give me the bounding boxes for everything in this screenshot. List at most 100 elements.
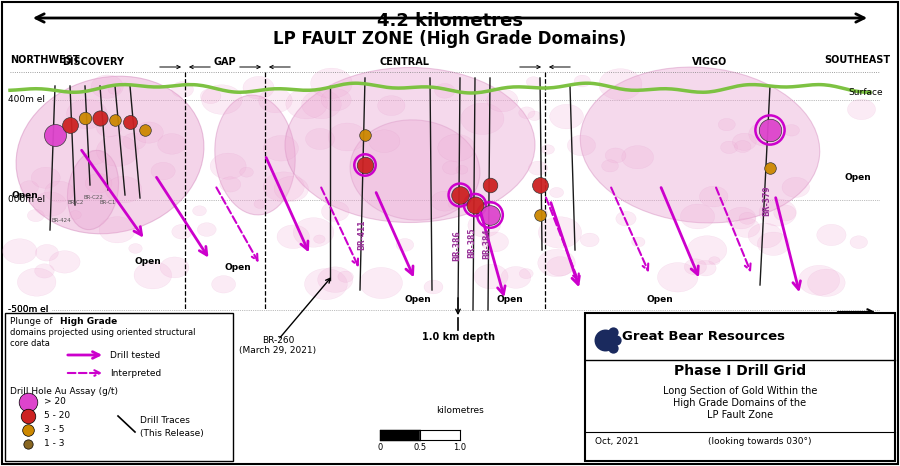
Ellipse shape <box>699 186 728 207</box>
Ellipse shape <box>759 199 796 226</box>
Ellipse shape <box>91 75 123 98</box>
Text: Long Section of Gold Within the: Long Section of Gold Within the <box>662 386 817 396</box>
Ellipse shape <box>817 224 846 246</box>
Ellipse shape <box>313 235 325 243</box>
Ellipse shape <box>528 161 547 175</box>
Point <box>482 181 497 189</box>
Ellipse shape <box>718 118 735 131</box>
Text: BR-C1: BR-C1 <box>100 200 116 205</box>
Point <box>63 121 77 129</box>
Ellipse shape <box>35 245 58 261</box>
Text: BR-379: BR-379 <box>762 185 771 216</box>
Ellipse shape <box>536 209 548 218</box>
Ellipse shape <box>606 148 626 163</box>
Ellipse shape <box>734 141 751 152</box>
Text: SOUTHEAST: SOUTHEAST <box>824 55 890 65</box>
Text: BR-385: BR-385 <box>467 228 476 259</box>
Ellipse shape <box>598 69 642 100</box>
Ellipse shape <box>526 77 541 87</box>
Text: Drill tested: Drill tested <box>110 350 160 359</box>
Point <box>763 126 778 134</box>
Ellipse shape <box>538 217 581 248</box>
Text: kilometres: kilometres <box>436 406 484 415</box>
Ellipse shape <box>254 200 266 208</box>
Text: High Grade Domains of the: High Grade Domains of the <box>673 398 806 408</box>
Ellipse shape <box>151 162 176 180</box>
Point <box>763 164 778 172</box>
Point <box>482 211 497 219</box>
Ellipse shape <box>318 267 353 293</box>
Ellipse shape <box>321 201 349 221</box>
Ellipse shape <box>197 223 216 236</box>
Text: 3 - 5: 3 - 5 <box>44 425 65 434</box>
Text: Drill Traces: Drill Traces <box>140 416 190 425</box>
Ellipse shape <box>396 239 414 251</box>
Point <box>77 114 92 122</box>
Text: Open: Open <box>135 258 161 267</box>
Ellipse shape <box>328 123 366 151</box>
Ellipse shape <box>435 83 454 98</box>
Ellipse shape <box>220 177 240 192</box>
Ellipse shape <box>108 85 121 94</box>
Ellipse shape <box>277 225 310 248</box>
Ellipse shape <box>848 99 876 120</box>
Ellipse shape <box>105 177 142 203</box>
Ellipse shape <box>310 68 352 98</box>
Ellipse shape <box>688 236 727 265</box>
Ellipse shape <box>602 160 618 172</box>
Ellipse shape <box>487 89 518 112</box>
Text: Phase I Drill Grid: Phase I Drill Grid <box>674 364 806 378</box>
Ellipse shape <box>243 76 274 99</box>
Text: LP Fault Zone: LP Fault Zone <box>706 410 773 420</box>
Ellipse shape <box>34 264 54 278</box>
Text: 4.2 kilometres: 4.2 kilometres <box>377 12 523 30</box>
Ellipse shape <box>468 213 500 237</box>
Ellipse shape <box>733 133 756 151</box>
Ellipse shape <box>448 200 461 209</box>
Ellipse shape <box>211 153 246 179</box>
Ellipse shape <box>264 172 304 202</box>
Ellipse shape <box>69 211 81 219</box>
Point <box>138 126 152 134</box>
Ellipse shape <box>350 120 480 220</box>
Ellipse shape <box>519 268 533 279</box>
Text: NORTHWEST: NORTHWEST <box>10 55 79 65</box>
Text: 400m el: 400m el <box>8 96 45 104</box>
Point <box>468 201 482 209</box>
Ellipse shape <box>378 96 405 116</box>
Ellipse shape <box>580 67 820 223</box>
Ellipse shape <box>528 111 541 121</box>
Ellipse shape <box>3 239 37 264</box>
Ellipse shape <box>33 192 67 216</box>
Point <box>48 131 62 139</box>
Text: > 20: > 20 <box>44 397 66 406</box>
Text: VIGGO: VIGGO <box>692 57 727 67</box>
Ellipse shape <box>160 257 189 278</box>
Ellipse shape <box>622 146 653 169</box>
Point <box>482 211 497 219</box>
Ellipse shape <box>99 217 135 243</box>
Point <box>122 118 137 126</box>
Ellipse shape <box>518 107 535 119</box>
Point <box>21 398 35 406</box>
Text: Open: Open <box>497 295 524 304</box>
Ellipse shape <box>293 218 334 247</box>
Text: -500m el: -500m el <box>8 306 49 315</box>
Ellipse shape <box>784 124 799 136</box>
Ellipse shape <box>264 136 299 161</box>
Point <box>608 336 623 344</box>
Text: 000m el: 000m el <box>8 196 45 205</box>
Point <box>606 344 620 351</box>
Ellipse shape <box>201 89 220 103</box>
Ellipse shape <box>748 223 782 248</box>
Ellipse shape <box>304 268 347 300</box>
Point <box>358 131 373 139</box>
Ellipse shape <box>286 89 328 119</box>
Text: Open: Open <box>646 295 673 304</box>
Ellipse shape <box>32 167 60 188</box>
Ellipse shape <box>172 82 194 97</box>
Point <box>606 329 620 336</box>
Point <box>763 126 778 134</box>
Ellipse shape <box>782 178 810 198</box>
Point <box>21 412 35 420</box>
